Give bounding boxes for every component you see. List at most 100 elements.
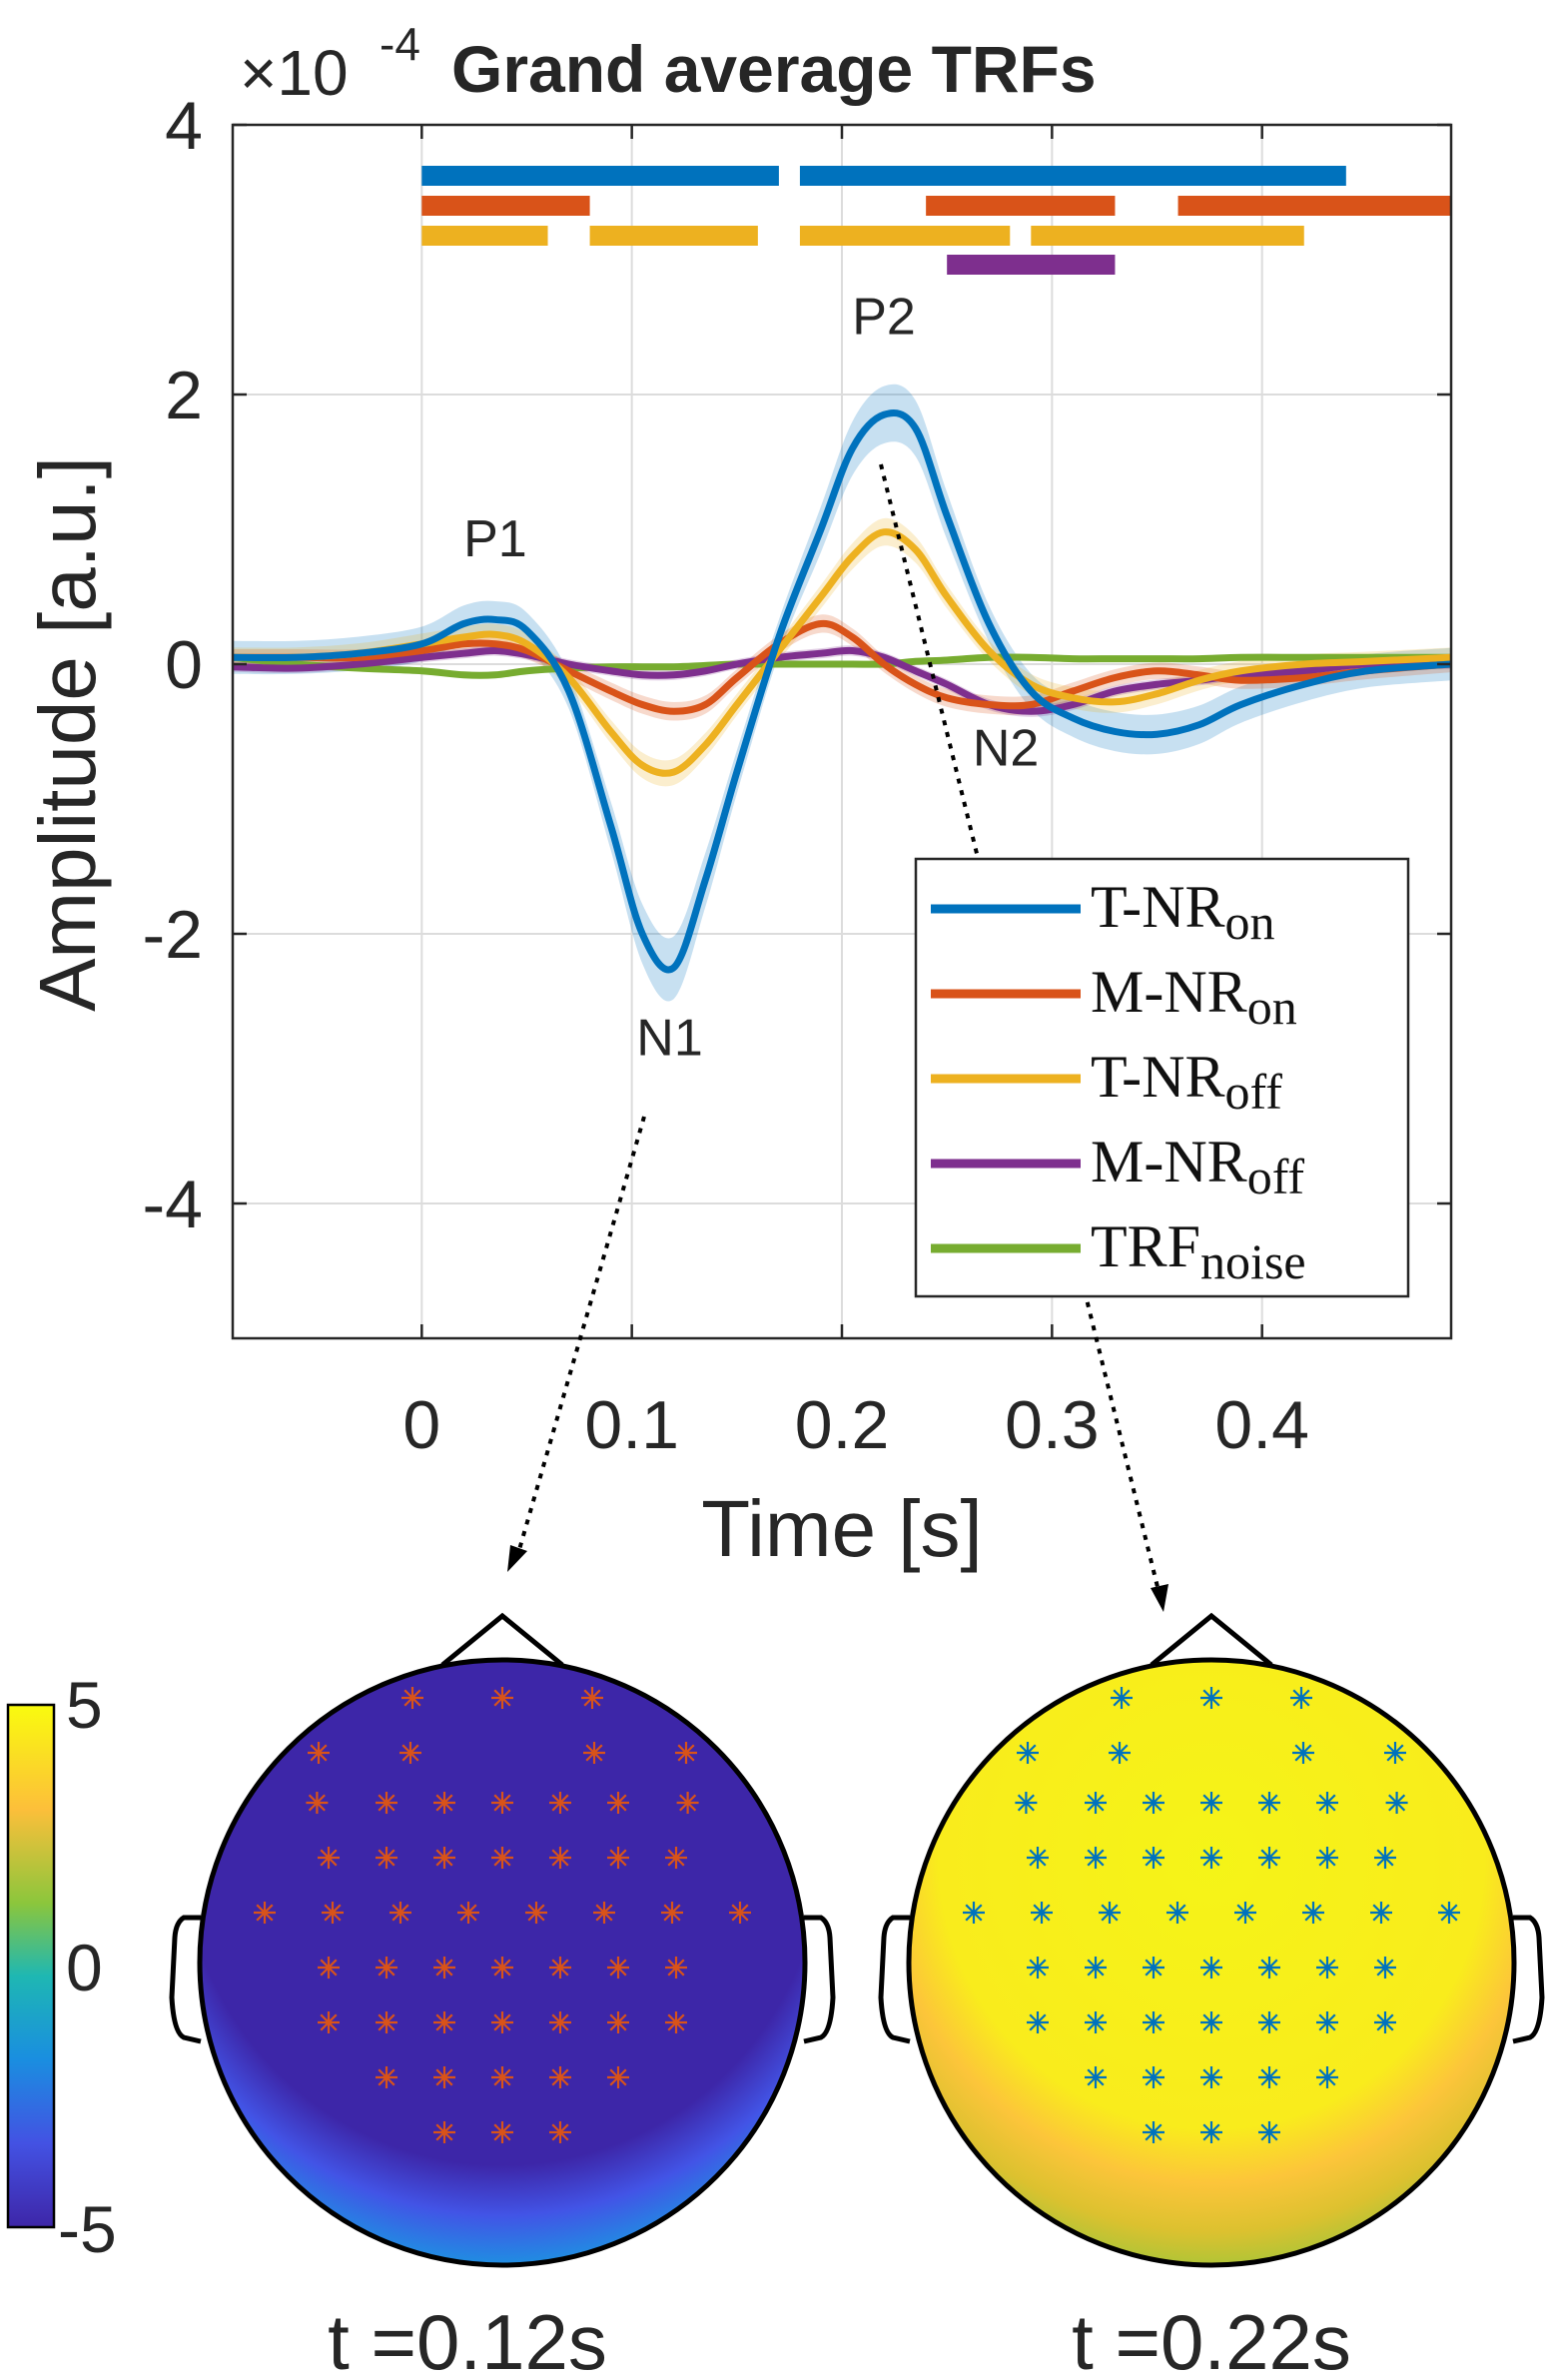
electrode-marker [318,1847,340,1869]
electrode-marker [525,1902,547,1924]
electrode-marker [549,2121,571,2143]
topoplot-caption: t =0.12s [328,2298,607,2380]
colorbar-gradient [6,1703,56,2229]
annotation-n1: N1 [636,1010,702,1068]
electrode-marker [308,1742,330,1764]
head-outline [906,1657,1517,2268]
significance-bar [1177,196,1451,216]
annotation-n2: N2 [973,719,1039,777]
significance-bar [421,196,590,216]
electrode-marker [1143,1957,1164,1979]
electrode-marker [318,2011,340,2033]
n1-arrow [507,1116,646,1572]
electrode-marker [1085,1957,1107,1979]
electrode-marker [593,1902,615,1924]
electrodes [963,1687,1460,2143]
y-exponent-base: ×10 [240,37,349,109]
electrode-marker [491,2121,513,2143]
electrode-marker [1111,1687,1133,1709]
electrode-marker [1166,1902,1188,1924]
electrode-marker [607,1847,629,1869]
legend-subscript: off [1247,1149,1305,1204]
electrode-marker [607,2011,629,2033]
electrode-marker [376,1847,397,1869]
y-exponent-power: -4 [380,18,420,70]
electrode-marker [1316,1957,1338,1979]
electrode-marker [1109,1742,1131,1764]
y-tick-label: -4 [143,1167,203,1242]
electrode-marker [1200,1792,1222,1814]
electrode-marker [549,1792,571,1814]
electrode-marker [1200,1687,1222,1709]
electrode-marker [1143,2066,1164,2088]
legend-label: M-NR [1091,1129,1247,1194]
electrode-marker [1258,2066,1280,2088]
electrode-marker [661,1902,683,1924]
y-tick-label: 2 [165,358,203,433]
electrode-marker [676,1792,699,1814]
series-line-3 [233,646,1451,715]
head-ear-right [803,1915,836,2044]
significance-bar [926,196,1116,216]
legend-label: TRF [1091,1213,1200,1279]
electrode-marker [607,1957,629,1979]
electrode-marker [1099,1902,1121,1924]
colorbar-tick-max: 5 [66,1668,103,1742]
electrode-marker [1374,1957,1396,1979]
svg-text:T-NRoff: T-NRoff [1091,1044,1282,1120]
x-tick-label: 0.1 [584,1387,679,1463]
electrode-marker [1258,1957,1280,1979]
electrode-marker [1234,1902,1256,1924]
x-tick-label: 0.4 [1214,1387,1309,1463]
x-ticks: 0 0.1 0.2 0.3 0.4 [402,125,1309,1463]
electrode-marker [1031,1902,1053,1924]
topoplot-left: t =0.12s [169,1612,836,2380]
svg-text:TRFnoise: TRFnoise [1091,1213,1306,1289]
electrode-marker [433,2011,455,2033]
electrode-marker [306,1792,329,1814]
electrode-marker [1027,1957,1049,1979]
legend-subscript: on [1224,894,1274,950]
electrode-marker [1085,2066,1107,2088]
significance-bar [799,226,1011,246]
electrode-marker [376,2011,397,2033]
electrode-marker [1085,2011,1107,2033]
electrode-marker [665,2011,687,2033]
series-lines [233,409,1451,974]
svg-text:T-NRon: T-NRon [1091,874,1274,950]
head-outline [197,1657,808,2268]
electrode-marker [491,1957,513,1979]
electrode-marker [1374,2011,1396,2033]
electrode-marker [491,1847,513,1869]
electrode-marker [401,1687,423,1709]
legend-label: T-NR [1091,874,1224,940]
electrode-marker [376,1792,397,1814]
series-line-1 [233,619,1451,715]
electrode-marker [457,1902,479,1924]
electrode-marker [1258,1847,1280,1869]
significance-bar [421,226,548,246]
electrode-marker [665,1957,687,1979]
electrode-marker [549,2011,571,2033]
legend-subscript: noise [1200,1233,1306,1289]
svg-text:M-NRoff: M-NRoff [1091,1129,1304,1204]
electrode-marker [433,1847,455,1869]
electrode-marker [1374,1847,1396,1869]
electrode-marker [399,1742,421,1764]
significance-bar [799,166,1346,186]
electrode-marker [1015,1792,1038,1814]
electrode-marker [433,2121,455,2143]
x-axis-label: Time [s] [701,1484,982,1573]
electrode-marker [1302,1902,1324,1924]
legend-subscript: off [1224,1064,1282,1120]
legend-entry-t-nr-off: T-NRoff [931,1044,1282,1120]
electrode-marker [433,1792,455,1814]
electrode-marker [1085,1792,1107,1814]
electrode-marker [1384,1742,1406,1764]
electrode-marker [1017,1742,1039,1764]
electrode-marker [389,1902,411,1924]
electrode-marker [1027,1847,1049,1869]
electrode-marker [1143,1847,1164,1869]
colorbar-tick-min: -5 [58,2192,117,2266]
electrode-marker [1200,2121,1222,2143]
